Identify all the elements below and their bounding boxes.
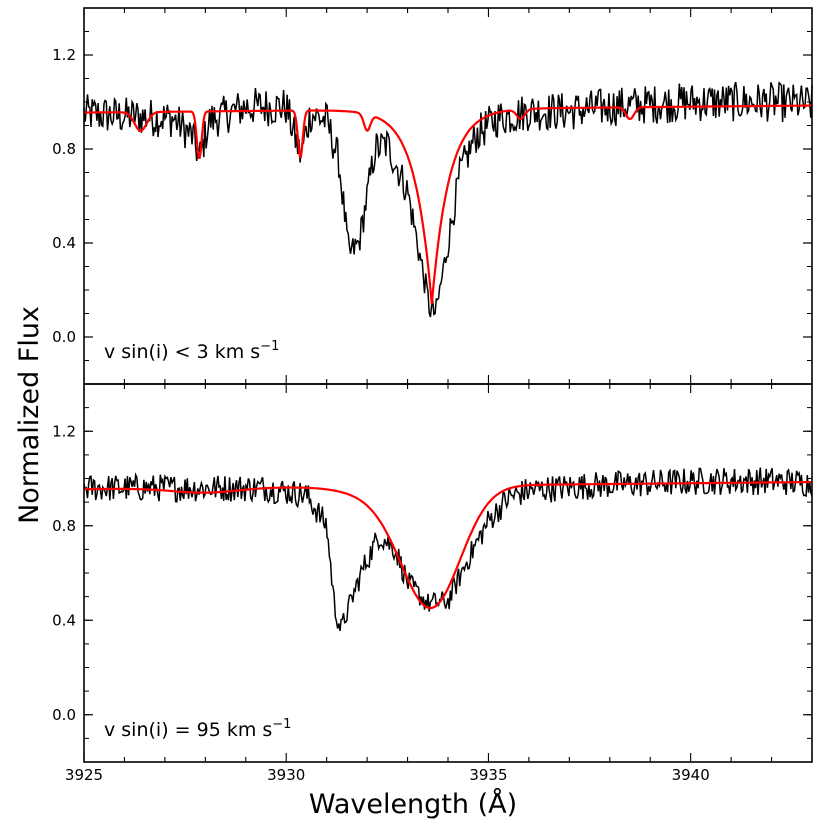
annotation-superscript: −1 [260, 339, 279, 354]
panel-annotation: v sin(i) = 95 km s−1 [104, 717, 291, 741]
x-axis-label: Wavelength (Å) [309, 788, 517, 820]
panel-border [83, 7, 813, 385]
y-tick-label: 1.2 [52, 422, 76, 440]
x-axis-label-text: Wavelength [309, 789, 469, 820]
panel-annotation: v sin(i) < 3 km s−1 [104, 339, 279, 363]
y-tick-label: 1.2 [52, 46, 76, 64]
x-tick-label: 3930 [267, 766, 305, 784]
observed-spectrum-line [83, 81, 813, 318]
x-tick-label: 3940 [672, 766, 710, 784]
y-axis-label: Normalized Flux [14, 306, 45, 524]
panel-border [83, 383, 813, 763]
y-tick-label: 0.4 [52, 234, 76, 252]
y-tick-label: 0.4 [52, 611, 76, 629]
annotation-text: v sin(i) < 3 km s [104, 341, 260, 363]
model-spectrum-line [84, 480, 813, 610]
y-tick-label: 0.8 [52, 140, 76, 158]
annotation-text: v sin(i) = 95 km s [104, 719, 272, 741]
y-tick-label: 0.8 [52, 517, 76, 535]
y-tick-label: 0.0 [52, 328, 76, 346]
plot-frame: 3925 3930 3935 3940 [65, 7, 813, 784]
annotation-superscript: −1 [272, 717, 291, 732]
model-spectrum-line [84, 104, 812, 305]
x-tick-label: 3935 [469, 766, 507, 784]
x-tick-label: 3925 [65, 766, 103, 784]
top-panel: 0.0 0.4 0.8 1.2 v sin(i) < 3 km s−1 [52, 8, 813, 384]
y-tick-label: 0.0 [52, 706, 76, 724]
x-axis-label-unit: (Å) [478, 788, 518, 820]
bottom-panel: 0.0 0.4 0.8 1.2 v sin(i) = 95 km s−1 [52, 384, 813, 762]
